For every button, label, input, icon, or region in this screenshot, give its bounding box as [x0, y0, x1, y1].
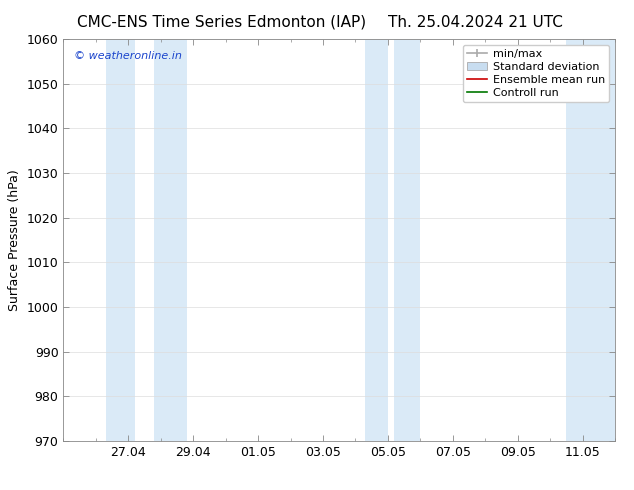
Bar — [394, 39, 420, 441]
Bar — [566, 39, 615, 441]
Text: © weatheronline.in: © weatheronline.in — [74, 51, 183, 61]
Text: Th. 25.04.2024 21 UTC: Th. 25.04.2024 21 UTC — [388, 15, 563, 30]
Y-axis label: Surface Pressure (hPa): Surface Pressure (hPa) — [8, 169, 21, 311]
Bar — [154, 39, 186, 441]
Bar — [365, 39, 388, 441]
Bar — [106, 39, 135, 441]
Text: CMC-ENS Time Series Edmonton (IAP): CMC-ENS Time Series Edmonton (IAP) — [77, 15, 366, 30]
Legend: min/max, Standard deviation, Ensemble mean run, Controll run: min/max, Standard deviation, Ensemble me… — [463, 45, 609, 102]
